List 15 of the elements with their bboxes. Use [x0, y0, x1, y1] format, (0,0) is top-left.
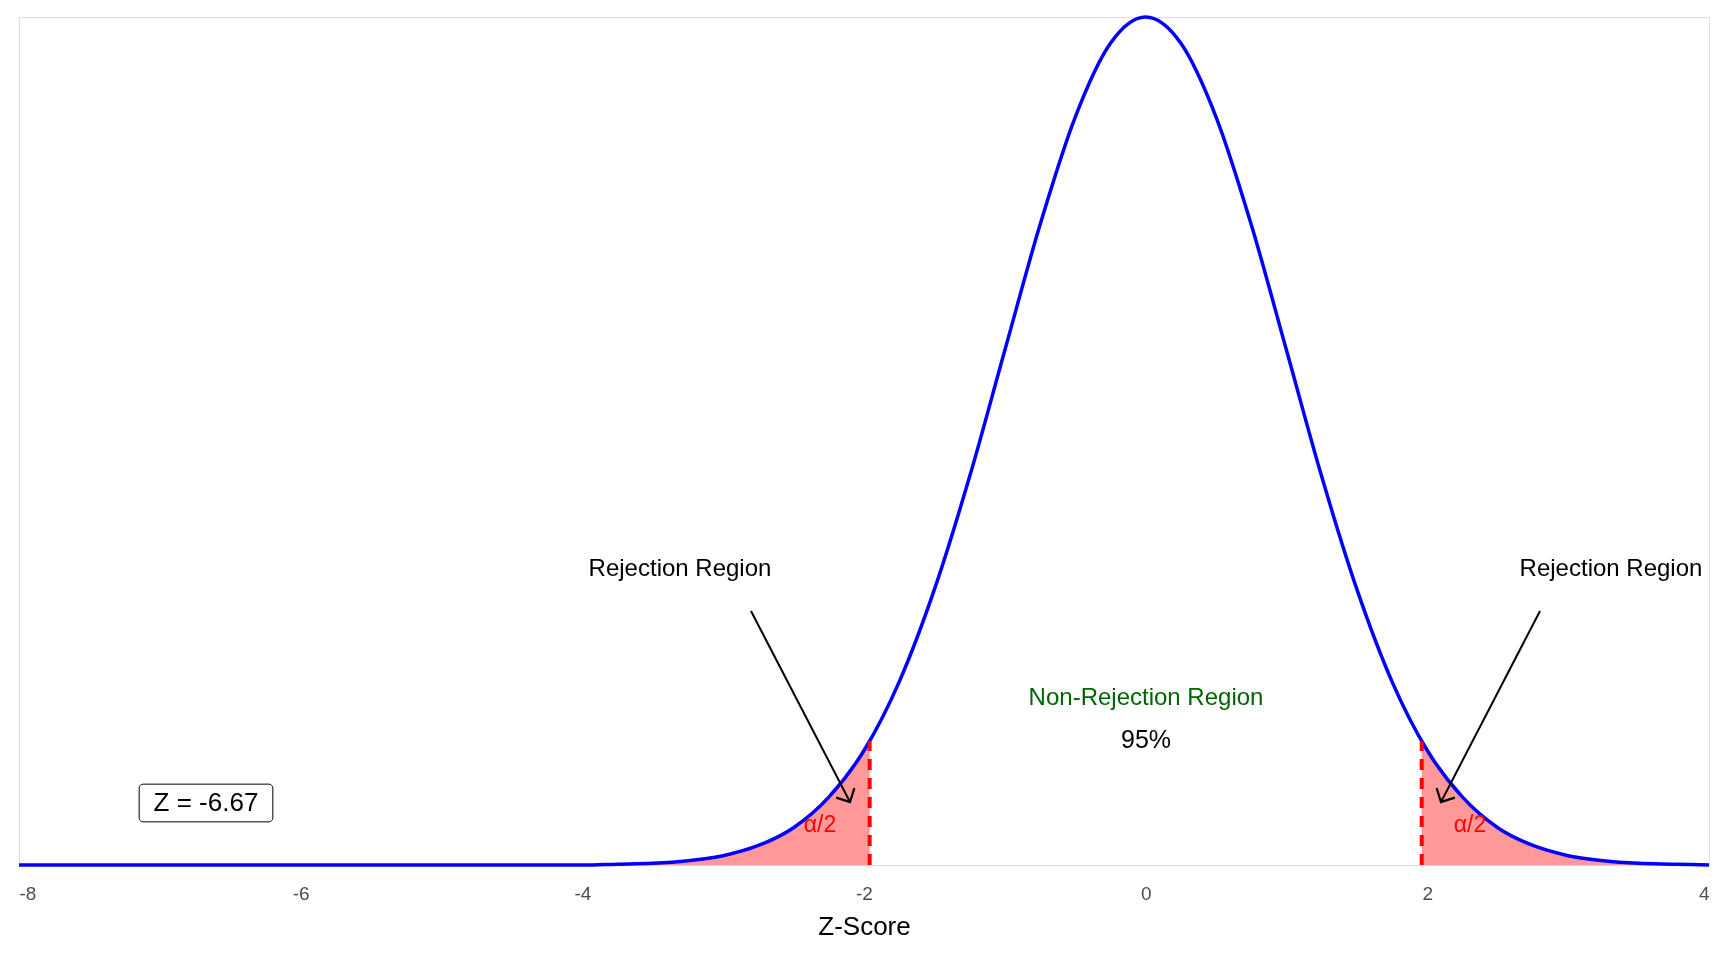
annotation: Z = -6.67	[153, 787, 259, 817]
x-tick-label: 4	[1698, 882, 1710, 904]
annotation: α/2	[1453, 811, 1487, 837]
annotation: α/2	[803, 811, 837, 837]
x-tick-label: -8	[19, 882, 37, 904]
x-tick-label: 2	[1422, 882, 1434, 904]
x-tick-label: -4	[574, 882, 592, 904]
annotation: 95%	[1120, 725, 1172, 753]
annotation: Rejection Region	[588, 554, 772, 581]
x-tick-label: -2	[856, 882, 873, 904]
x-axis-title: Z-Score	[818, 910, 911, 941]
x-tick-label: -6	[292, 882, 310, 904]
annotation: Non-Rejection Region	[1028, 683, 1264, 710]
x-tick-label: 0	[1140, 882, 1152, 904]
annotation: Rejection Region	[1519, 554, 1703, 581]
